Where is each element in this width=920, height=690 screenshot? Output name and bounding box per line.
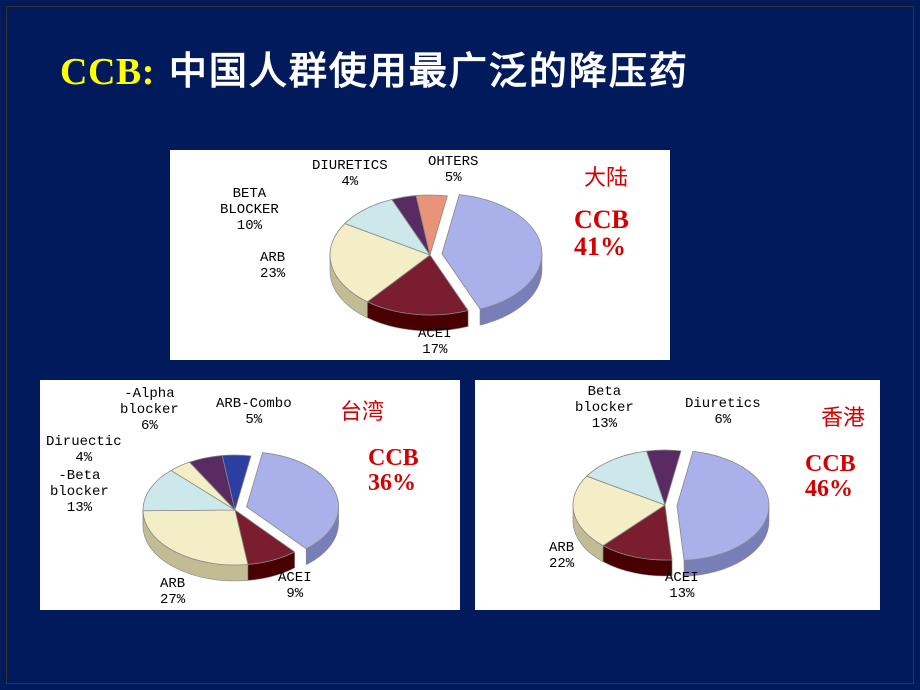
slice-label-acei: ACEI 9%: [278, 570, 312, 602]
slice-label-arb-combo: ARB-Combo 5%: [216, 396, 292, 428]
panel-taiwan: 台湾 CCB 36% ACEI 9% ARB 27% -Beta blocker 1…: [40, 380, 460, 610]
slice-label-acei: ACEI 13%: [665, 570, 699, 602]
slice-label-acei: ACEI 17%: [418, 326, 452, 358]
region-label-mainland: 大陆: [584, 160, 628, 192]
slice-label-diuretics: DIURETICS 4%: [312, 158, 388, 190]
slice-label-arb: ARB 22%: [549, 540, 574, 572]
title-main: 中国人群使用最广泛的降压药: [169, 40, 689, 95]
slide-title: CCB: 中国人群使用最广泛的降压药: [60, 40, 689, 95]
highlight-ccb-label: CCB: [368, 446, 419, 471]
region-label-hongkong: 香港: [821, 400, 865, 432]
slice-label--alpha-blocker: -Alpha blocker 6%: [120, 386, 179, 434]
slice-label-beta-blocker: Beta blocker 13%: [575, 384, 634, 432]
highlight-taiwan: CCB 36%: [368, 446, 419, 496]
slice-label-arb: ARB 27%: [160, 576, 185, 608]
title-prefix: CCB:: [60, 50, 155, 94]
region-label-taiwan: 台湾: [340, 394, 384, 426]
slice-label--beta-blocker: -Beta blocker 13%: [50, 468, 109, 516]
highlight-ccb-value: 41%: [574, 233, 629, 260]
slice-label-arb: ARB 23%: [260, 250, 285, 282]
highlight-ccb-value: 36%: [368, 471, 419, 496]
slice-label-diruectic: Diruectic 4%: [46, 434, 122, 466]
slice-label-beta-blocker: BETA BLOCKER 10%: [220, 186, 279, 234]
slice-label-ohters: OHTERS 5%: [428, 154, 478, 186]
highlight-mainland: CCB 41%: [574, 206, 629, 261]
highlight-ccb-value: 46%: [805, 477, 856, 502]
highlight-ccb-label: CCB: [805, 452, 856, 477]
highlight-ccb-label: CCB: [574, 206, 629, 233]
highlight-hongkong: CCB 46%: [805, 452, 856, 502]
slice-label-diuretics: Diuretics 6%: [685, 396, 761, 428]
panel-mainland: 大陆 CCB 41% ACEI 17% ARB 23% BETA BLOCKER 1…: [170, 150, 670, 360]
panel-hongkong: 香港 CCB 46% ACEI 13% ARB 22% Beta blocker 1…: [475, 380, 880, 610]
